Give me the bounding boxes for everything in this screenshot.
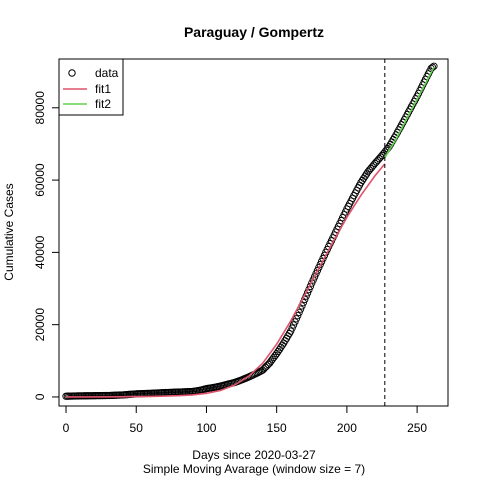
plot-area <box>62 59 438 406</box>
x-tick-label: 250 <box>407 421 427 435</box>
y-tick-label: 20000 <box>33 308 47 342</box>
y-tick-label: 80000 <box>33 91 47 125</box>
legend-data-label: data <box>95 66 119 80</box>
y-axis: 0 20000 40000 60000 80000 <box>33 91 60 400</box>
y-tick-label: 40000 <box>33 235 47 269</box>
data-point <box>430 62 438 70</box>
x-tick-label: 150 <box>267 421 287 435</box>
legend-data-symbol <box>68 69 76 77</box>
y-tick-label: 0 <box>33 393 47 400</box>
legend-fit1-label: fit1 <box>95 82 111 96</box>
x-axis: 0 50 100 150 200 250 <box>63 405 427 435</box>
fit2-line <box>384 66 435 159</box>
x-tick-label: 200 <box>337 421 357 435</box>
y-axis-label: Cumulative Cases <box>2 183 16 280</box>
chart-title: Paraguay / Gompertz <box>184 24 324 40</box>
x-tick-label: 100 <box>196 421 216 435</box>
x-tick-label: 0 <box>63 421 70 435</box>
y-tick-label: 60000 <box>33 163 47 197</box>
legend: data fit1 fit2 <box>58 58 124 116</box>
legend-box <box>58 58 124 116</box>
fit1-line <box>66 163 386 398</box>
x-tick-label: 50 <box>130 421 144 435</box>
x-axis-label: Days since 2020-03-27 <box>192 448 316 462</box>
x-axis-sublabel: Simple Moving Avarage (window size = 7) <box>143 462 365 476</box>
legend-fit2-label: fit2 <box>95 97 111 111</box>
